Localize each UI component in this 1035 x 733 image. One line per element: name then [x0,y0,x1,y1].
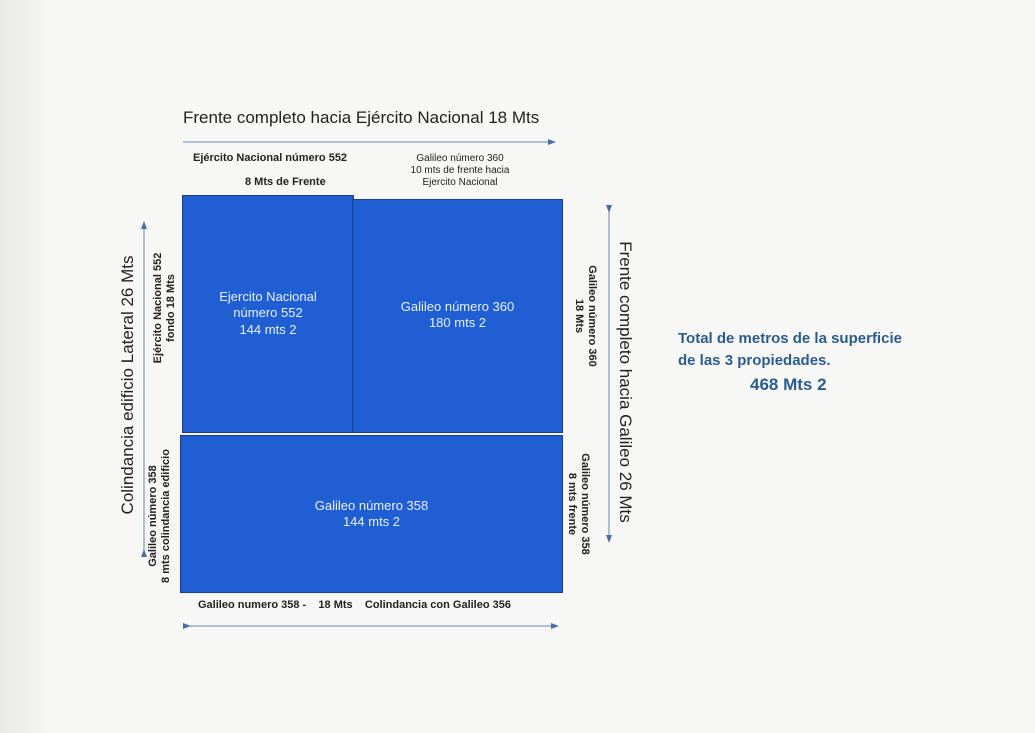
lot-ejercito-nacional-552: Ejercito Nacional número 552 144 mts 2 [182,195,354,433]
lot-line: 180 mts 2 [428,315,487,331]
label-line: 18 Mts [573,298,585,334]
lot-line: Galileo número 360 [400,299,515,314]
label-line: 8 mts colindancia edificio [160,449,172,583]
lot-line: Ejercito Nacional [219,289,317,304]
label-line: Ejercito Nacional [422,177,498,188]
right-title: Frente completo hacia Galileo 26 Mts [616,241,636,523]
lot-line: Galileo número 358 [314,498,429,513]
lot-line: número 552 [233,305,303,321]
lot-galileo-358: Galileo número 358 144 mts 2 [180,435,563,593]
lot-line: 144 mts 2 [239,321,297,337]
label-line: fondo 18 Mts [165,274,177,342]
label-line: Galileo número 358 [579,453,592,555]
left-title: Colindancia edificio Lateral 26 Mts [117,255,137,515]
bottom-label: Galileo numero 358 - 18 Mts Colindancia … [198,599,511,611]
top-left-frente: 8 Mts de Frente [245,176,326,188]
label-line: Galileo número 358 [146,465,159,567]
label-line: Galileo número 360 [416,153,504,164]
left-upper-label: Ejército Nacional 552 fondo 18 Mts [152,253,178,364]
label-line: 8 mts frente [566,472,578,536]
total-line-1: Total de metros de la superficie [678,330,902,347]
lot-galileo-360: Galileo número 360 180 mts 2 [352,199,563,433]
top-right-label: Galileo número 360 10 mts de frente haci… [405,153,515,189]
total-value: 468 Mts 2 [750,375,827,394]
right-lower-label: Galileo número 358 8 mts frente [565,453,591,554]
label-line: Ejército Nacional 552 [151,252,164,364]
total-surface: Total de metros de la superficie de las … [678,328,902,398]
total-line-2: de las 3 propiedades. [678,352,831,369]
label-line: 10 mts de frente hacia [410,165,510,176]
top-left-label: Ejército Nacional número 552 [193,152,348,164]
top-title: Frente completo hacia Ejército Nacional … [183,108,540,127]
label-line: Galileo número 360 [586,265,599,367]
lot-line: 144 mts 2 [342,514,401,530]
page-edge-shadow [0,0,44,733]
right-upper-label: Galileo número 360 18 Mts [572,265,598,366]
left-lower-label: Galileo número 358 8 mts colindancia edi… [147,449,173,583]
